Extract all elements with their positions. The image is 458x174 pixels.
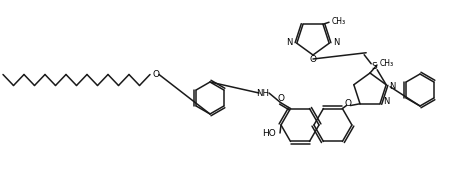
Text: S: S [371, 62, 377, 71]
Text: O: O [277, 94, 284, 103]
Text: CH₃: CH₃ [380, 58, 394, 68]
Text: O: O [310, 54, 316, 64]
Text: N: N [333, 38, 339, 47]
Text: N: N [383, 97, 389, 106]
Text: O: O [345, 99, 352, 108]
Text: HO: HO [262, 129, 276, 137]
Text: O: O [153, 70, 159, 79]
Text: N: N [389, 82, 396, 91]
Text: N: N [286, 38, 293, 47]
Text: CH₃: CH₃ [332, 17, 346, 26]
Text: NH: NH [256, 89, 269, 97]
